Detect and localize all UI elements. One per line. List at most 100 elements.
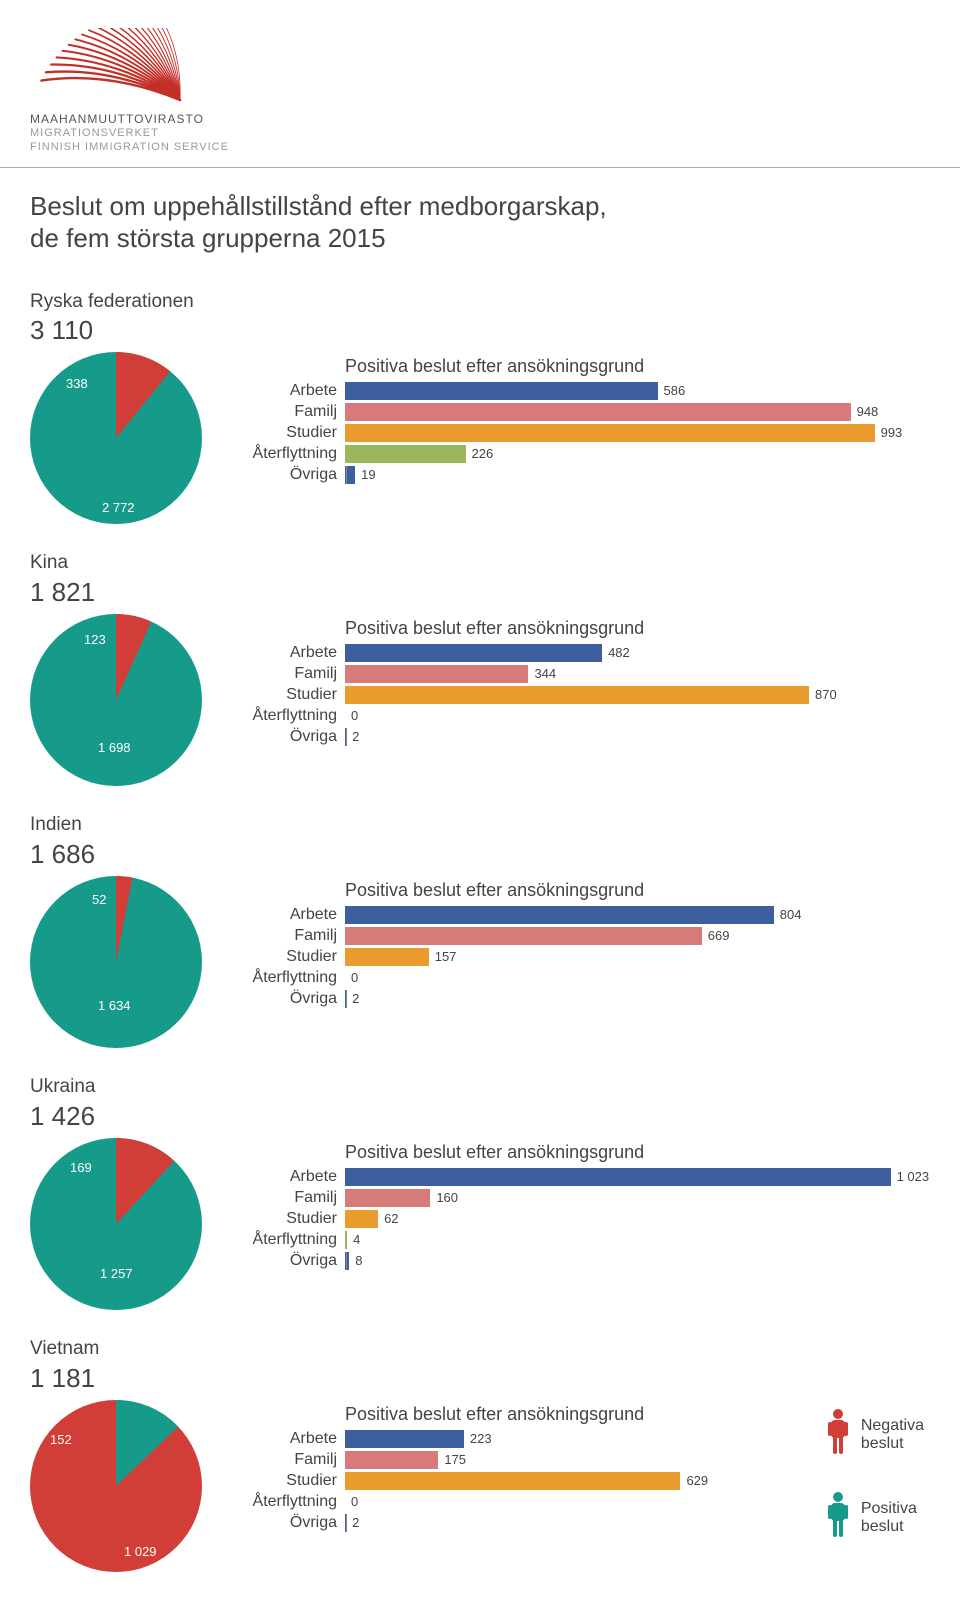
country-name: Ryska federationen	[30, 291, 960, 314]
bar-row: 804	[345, 904, 960, 925]
bar-row: 157	[345, 946, 960, 967]
bar-row: 993	[345, 422, 960, 443]
bar-value: 482	[608, 645, 630, 660]
bar-row: 19	[345, 464, 960, 485]
category-label: Arbete	[220, 380, 337, 401]
category-label: Övriga	[220, 988, 337, 1009]
bar-value: 1 023	[897, 1169, 930, 1184]
bar-row: 669	[345, 925, 960, 946]
groups-container: Ryska federationen 3 110 3382 772ArbeteF…	[0, 259, 960, 1618]
bar-value: 223	[470, 1431, 492, 1446]
bar-row: 482	[345, 642, 960, 663]
category-label: Övriga	[220, 1512, 337, 1533]
bar-value: 8	[355, 1253, 362, 1268]
bar-value: 586	[664, 383, 686, 398]
country-total: 1 821	[30, 577, 960, 608]
country-name: Indien	[30, 814, 960, 837]
wing-logo-icon	[30, 28, 190, 106]
category-label: Studier	[220, 422, 337, 443]
category-labels: ArbeteFamiljStudierÅterflyttningÖvriga	[220, 876, 345, 1009]
bar-arbete	[345, 906, 774, 924]
legend: Negativabeslut Positivabeslut	[825, 1408, 924, 1544]
category-label: Studier	[220, 1470, 337, 1491]
bar-chart: Positiva beslut efter ansökningsgrund 1 …	[345, 1138, 960, 1271]
bar-value: 2	[352, 991, 359, 1006]
category-label: Familj	[220, 663, 337, 684]
pie-chart: 1231 698	[30, 614, 220, 786]
bar-familj	[345, 1451, 438, 1469]
bar-arbete	[345, 644, 602, 662]
bar-value: 0	[351, 1494, 358, 1509]
legend-positive: Positivabeslut	[825, 1491, 924, 1544]
group-body: 521 634ArbeteFamiljStudierÅterflyttningÖ…	[30, 876, 960, 1048]
ovriga-tick	[346, 466, 347, 484]
category-label: Återflyttning	[220, 705, 337, 726]
org-name-en: FINNISH IMMIGRATION SERVICE	[30, 141, 960, 155]
country-group: Ukraina 1 426 1691 257ArbeteFamiljStudie…	[0, 1054, 960, 1316]
bar-value: 344	[534, 666, 556, 681]
category-labels: ArbeteFamiljStudierÅterflyttningÖvriga	[220, 1400, 345, 1533]
legend-positive-text: Positivabeslut	[861, 1500, 917, 1535]
page-title-line2: de fem största grupperna 2015	[30, 223, 386, 253]
bar-row: 586	[345, 380, 960, 401]
country-group: Vietnam 1 181 1521 029ArbeteFamiljStudie…	[0, 1316, 960, 1578]
bar-value: 157	[435, 949, 457, 964]
bar-chart-title: Positiva beslut efter ansökningsgrund	[345, 1138, 960, 1166]
category-labels: ArbeteFamiljStudierÅterflyttningÖvriga	[220, 352, 345, 485]
bar-row: 62	[345, 1208, 960, 1229]
category-label: Övriga	[220, 464, 337, 485]
bar-studier	[345, 686, 809, 704]
legend-negative: Negativabeslut	[825, 1408, 924, 1461]
bar-chart: Positiva beslut efter ansökningsgrund 80…	[345, 876, 960, 1009]
category-label: Återflyttning	[220, 1491, 337, 1512]
bar-row: 870	[345, 684, 960, 705]
ovriga-tick	[346, 990, 347, 1008]
bar-studier	[345, 424, 875, 442]
category-label: Familj	[220, 1187, 337, 1208]
header: MAAHANMUUTTOVIRASTO MIGRATIONSVERKET FIN…	[0, 0, 960, 159]
country-group: Kina 1 821 1231 698ArbeteFamiljStudierÅt…	[0, 530, 960, 792]
country-group: Indien 1 686 521 634ArbeteFamiljStudierÅ…	[0, 792, 960, 1054]
bar-arbete	[345, 1430, 464, 1448]
country-total: 3 110	[30, 315, 960, 346]
bar-aterflyttning	[345, 445, 466, 463]
country-name: Kina	[30, 552, 960, 575]
bar-value: 2	[352, 1515, 359, 1530]
bar-value: 4	[353, 1232, 360, 1247]
bar-value: 804	[780, 907, 802, 922]
page-title-line1: Beslut om uppehållstillstånd efter medbo…	[30, 191, 607, 221]
page-title: Beslut om uppehållstillstånd efter medbo…	[0, 168, 960, 259]
group-body: 1521 029ArbeteFamiljStudierÅterflyttning…	[30, 1400, 960, 1572]
person-icon	[825, 1491, 851, 1544]
bar-value: 175	[444, 1452, 466, 1467]
bar-familj	[345, 403, 851, 421]
bar-value: 62	[384, 1211, 398, 1226]
bar-row: 226	[345, 443, 960, 464]
category-label: Familj	[220, 1449, 337, 1470]
bar-chart-title: Positiva beslut efter ansökningsgrund	[345, 614, 960, 642]
category-label: Arbete	[220, 1166, 337, 1187]
bar-arbete	[345, 382, 658, 400]
bar-value: 160	[436, 1190, 458, 1205]
bar-row: 0	[345, 705, 960, 726]
group-body: 1691 257ArbeteFamiljStudierÅterflyttning…	[30, 1138, 960, 1310]
category-label: Arbete	[220, 642, 337, 663]
bar-value: 870	[815, 687, 837, 702]
category-label: Studier	[220, 1208, 337, 1229]
country-group: Ryska federationen 3 110 3382 772ArbeteF…	[0, 269, 960, 531]
category-label: Övriga	[220, 1250, 337, 1271]
bar-value: 629	[686, 1473, 708, 1488]
bar-chart: Positiva beslut efter ansökningsgrund 58…	[345, 352, 960, 485]
bar-familj	[345, 927, 702, 945]
category-label: Arbete	[220, 904, 337, 925]
ovriga-tick	[346, 1252, 347, 1270]
bar-aterflyttning	[345, 1231, 347, 1249]
bar-row: 160	[345, 1187, 960, 1208]
bar-row: 344	[345, 663, 960, 684]
bar-row: 1 023	[345, 1166, 960, 1187]
group-body: 3382 772ArbeteFamiljStudierÅterflyttning…	[30, 352, 960, 524]
category-label: Familj	[220, 925, 337, 946]
bar-chart-title: Positiva beslut efter ansökningsgrund	[345, 876, 960, 904]
bar-value: 948	[857, 404, 879, 419]
bar-value: 0	[351, 970, 358, 985]
